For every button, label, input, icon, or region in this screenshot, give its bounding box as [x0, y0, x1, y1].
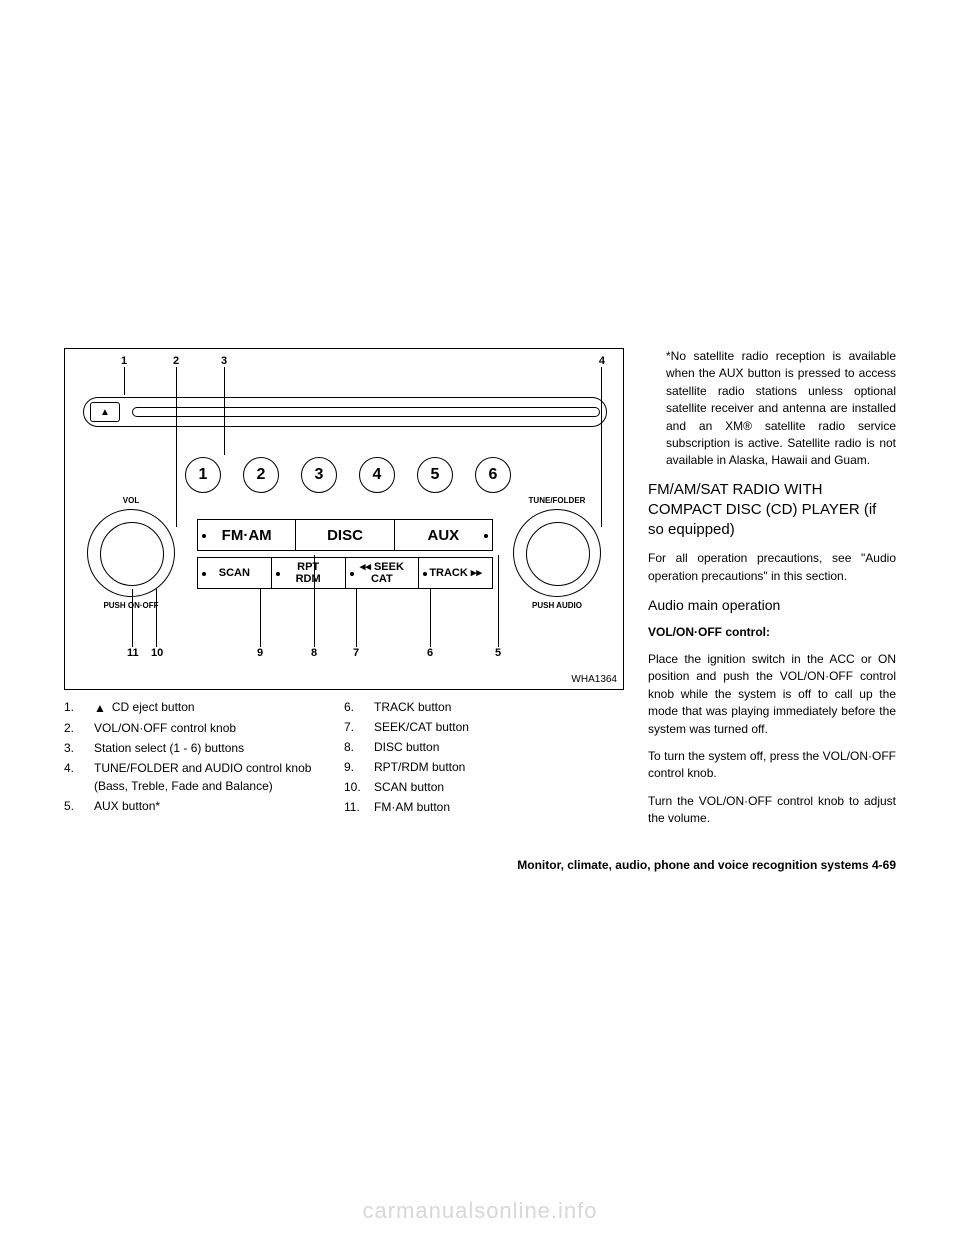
right-text-column: *No satellite radio reception is availab…	[648, 348, 896, 837]
callout-2: 2	[173, 355, 179, 367]
push-audio-label: PUSH AUDIO	[514, 601, 600, 610]
seek-cat-button: ◂◂ SEEK CAT	[346, 558, 420, 588]
sub-heading: Audio main operation	[648, 595, 896, 615]
rpt-rdm-button: RPT RDM	[272, 558, 346, 588]
callout-8: 8	[311, 647, 317, 659]
precaution-para: For all operation precautions, see "Audi…	[648, 550, 896, 585]
push-onoff-label: PUSH ON·OFF	[88, 601, 174, 610]
preset-1: 1	[185, 457, 221, 493]
preset-5: 5	[417, 457, 453, 493]
callout-5: 5	[495, 647, 501, 659]
fmam-button: FM·AM	[198, 520, 296, 550]
section-heading: FM/AM/SAT RADIO WITH COMPACT DISC (CD) P…	[648, 480, 896, 541]
legend-col-right: 6.TRACK button 7.SEEK/CAT button 8.DISC …	[344, 698, 624, 818]
scan-button: SCAN	[198, 558, 272, 588]
track-button: TRACK ▸▸	[419, 558, 492, 588]
disc-button: DISC	[296, 520, 394, 550]
vol-label: VOL	[88, 496, 174, 505]
callout-11: 11	[127, 647, 139, 659]
vol-knob: VOL PUSH ON·OFF	[87, 509, 175, 597]
satellite-note: *No satellite radio reception is availab…	[648, 348, 896, 470]
footer: Monitor, climate, audio, phone and voice…	[64, 858, 896, 872]
tune-label: TUNE/FOLDER	[514, 496, 600, 505]
callout-10: 10	[151, 647, 163, 659]
preset-row: 1 2 3 4 5 6	[185, 457, 511, 493]
callout-6: 6	[427, 647, 433, 659]
radio-diagram: 1 2 3 4 ▲ 1 2 3 4 5 6 VOL PUSH ON·OFF	[64, 348, 624, 690]
preset-2: 2	[243, 457, 279, 493]
cd-slot-area: ▲	[83, 397, 607, 427]
para-2: Place the ignition switch in the ACC or …	[648, 651, 896, 738]
legend-columns: 1.▲CD eject button 2.VOL/ON·OFF control …	[64, 698, 624, 818]
preset-6: 6	[475, 457, 511, 493]
callout-9: 9	[257, 647, 263, 659]
para-4: Turn the VOL/ON·OFF control knob to adju…	[648, 793, 896, 828]
tune-knob: TUNE/FOLDER PUSH AUDIO	[513, 509, 601, 597]
callout-7: 7	[353, 647, 359, 659]
figure-ref: WHA1364	[571, 674, 617, 685]
callout-4: 4	[599, 355, 605, 367]
legend-col-left: 1.▲CD eject button 2.VOL/ON·OFF control …	[64, 698, 344, 818]
vol-control-label: VOL/ON·OFF control:	[648, 624, 896, 641]
para-3: To turn the system off, press the VOL/ON…	[648, 748, 896, 783]
callout-3: 3	[221, 355, 227, 367]
aux-button: AUX	[395, 520, 492, 550]
eject-button: ▲	[90, 402, 120, 422]
eject-icon: ▲	[94, 699, 106, 717]
main-button-row: FM·AM DISC AUX	[197, 519, 493, 551]
preset-3: 3	[301, 457, 337, 493]
secondary-button-row: SCAN RPT RDM ◂◂ SEEK CAT TRACK ▸▸	[197, 557, 493, 589]
cd-slot	[132, 407, 600, 417]
callout-1: 1	[121, 355, 127, 367]
watermark: carmanualsonline.info	[0, 1198, 960, 1224]
preset-4: 4	[359, 457, 395, 493]
eject-icon: ▲	[100, 407, 110, 418]
